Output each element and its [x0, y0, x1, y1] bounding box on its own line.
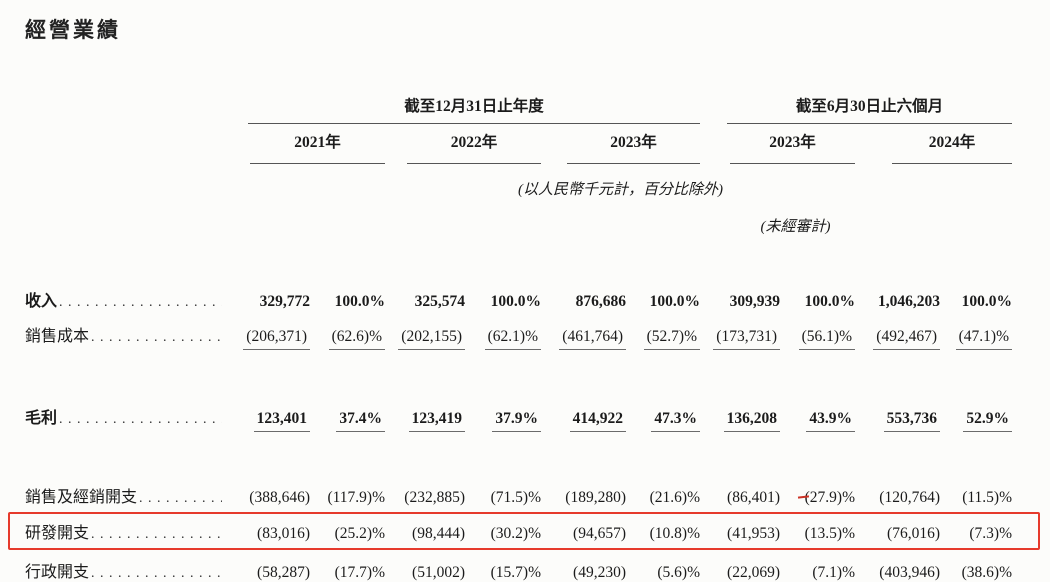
value-cell: (52.7)%: [643, 328, 700, 350]
value-cell: (25.2)%: [334, 525, 385, 542]
year-header-2023-interim: 2023年: [730, 130, 855, 164]
value-cell: 123,401: [253, 410, 310, 432]
year-header-2023: 2023年: [567, 130, 700, 164]
value-cell: (76,016): [887, 525, 940, 542]
value-cell: (94,657): [573, 525, 626, 542]
value-cell: 329,772: [259, 293, 310, 310]
value-cell: (189,280): [565, 489, 626, 506]
value-cell: (47.1)%: [955, 328, 1012, 350]
value-cell: (15.7)%: [490, 564, 541, 581]
dot-leader: [91, 566, 222, 582]
table-row-revenue: 收入 329,772 100.0% 325,574 100.0% 876,686…: [25, 287, 1012, 311]
value-cell: (21.6)%: [649, 489, 700, 506]
value-cell: (58,287): [257, 564, 310, 581]
value-cell: (388,646): [249, 489, 310, 506]
value-cell: (117.9)%: [327, 489, 385, 506]
value-cell: 100.0%: [649, 293, 700, 310]
table-row-gross-profit: 毛利 123,401 37.4% 123,419 37.9% 414,922 4…: [25, 404, 1012, 432]
dot-leader: [91, 527, 222, 543]
value-cell: 37.4%: [336, 410, 385, 432]
value-cell: (202,155): [398, 328, 465, 350]
value-cell: (7.3)%: [969, 525, 1012, 542]
units-note: (以人民幣千元計，百分比除外): [518, 182, 723, 198]
year-header-2021: 2021年: [250, 130, 385, 164]
row-label: 研發開支: [25, 525, 90, 542]
note-row-units: (以人民幣千元計，百分比除外): [25, 178, 1012, 199]
value-cell: 414,922: [569, 410, 626, 432]
value-cell: 52.9%: [963, 410, 1012, 432]
row-label: 行政開支: [25, 564, 90, 581]
value-cell: 100.0%: [490, 293, 541, 310]
value-cell: (461,764): [559, 328, 626, 350]
value-cell: (27.9)%: [804, 489, 855, 506]
column-group-six-months-jun30: 截至6月30日止六個月: [727, 94, 1012, 124]
year-header-2024-interim: 2024年: [892, 130, 1012, 164]
value-cell: 876,686: [575, 293, 626, 310]
value-cell: (5.6)%: [657, 564, 700, 581]
value-cell: (51,002): [412, 564, 465, 581]
table-header-groups: 截至12月31日止年度 截至6月30日止六個月: [25, 94, 1012, 124]
year-header-2022: 2022年: [407, 130, 541, 164]
value-cell: (86,401): [727, 489, 780, 506]
row-label: 毛利: [25, 410, 58, 427]
value-cell: 47.3%: [651, 410, 700, 432]
value-cell: (98,444): [412, 525, 465, 542]
column-group-year-ended-dec31: 截至12月31日止年度: [248, 94, 700, 124]
value-cell: 37.9%: [492, 410, 541, 432]
table-row-administrative-expenses: 行政開支 (58,287) (17.7)% (51,002) (15.7)% (…: [25, 558, 1012, 582]
page-title: 經營業績: [25, 19, 121, 42]
row-label: 銷售及經銷開支: [25, 489, 138, 506]
value-cell: (56.1)%: [798, 328, 855, 350]
value-cell: 1,046,203: [878, 293, 940, 310]
value-cell: (173,731): [713, 328, 780, 350]
value-cell: (71.5)%: [490, 489, 541, 506]
value-cell: 553,736: [883, 410, 940, 432]
table-row-rd-expenses: 研發開支 (83,016) (25.2)% (98,444) (30.2)% (…: [8, 512, 1040, 550]
value-cell: 100.0%: [334, 293, 385, 310]
unaudited-note: (未經審計): [760, 219, 831, 235]
value-cell: (62.1)%: [484, 328, 541, 350]
value-cell: 123,419: [408, 410, 465, 432]
dot-leader: [59, 295, 222, 311]
value-cell: (62.6)%: [328, 328, 385, 350]
value-cell: 136,208: [723, 410, 780, 432]
table-header-years: 2021年 2022年 2023年 2023年 2024年: [25, 130, 1012, 164]
value-cell: (492,467): [873, 328, 940, 350]
value-cell: (83,016): [257, 525, 310, 542]
value-cell: (10.8)%: [649, 525, 700, 542]
value-cell: (49,230): [573, 564, 626, 581]
row-label: 收入: [25, 293, 58, 310]
value-cell: 100.0%: [961, 293, 1012, 310]
value-cell: (13.5)%: [804, 525, 855, 542]
value-cell: (41,953): [727, 525, 780, 542]
value-cell: (7.1)%: [812, 564, 855, 581]
dot-leader: [139, 491, 222, 507]
value-cell: (120,764): [879, 489, 940, 506]
value-cell: 100.0%: [804, 293, 855, 310]
note-row-unaudited: (未經審計): [25, 215, 1012, 236]
row-label: 銷售成本: [25, 328, 90, 345]
value-cell: 309,939: [729, 293, 780, 310]
table-row-selling-distribution-expenses: 銷售及經銷開支 (388,646) (117.9)% (232,885) (71…: [25, 483, 1012, 507]
value-cell: (11.5)%: [962, 489, 1012, 506]
value-cell: (17.7)%: [334, 564, 385, 581]
value-cell: (38.6)%: [961, 564, 1012, 581]
value-cell: 43.9%: [806, 410, 855, 432]
dot-leader: [91, 330, 222, 346]
value-cell: (206,371): [243, 328, 310, 350]
value-cell: (232,885): [404, 489, 465, 506]
table-row-cost-of-sales: 銷售成本 (206,371) (62.6)% (202,155) (62.1)%…: [25, 322, 1012, 350]
value-cell: 325,574: [414, 293, 465, 310]
dot-leader: [59, 412, 222, 428]
value-cell: (22,069): [727, 564, 780, 581]
value-cell: (403,946): [879, 564, 940, 581]
value-cell: (30.2)%: [490, 525, 541, 542]
